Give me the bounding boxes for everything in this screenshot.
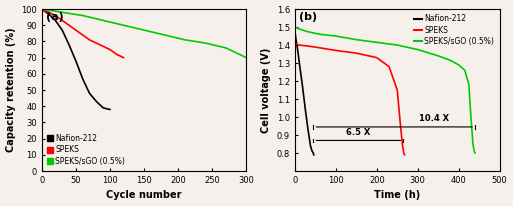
Text: 10.4 X: 10.4 X [419, 114, 449, 123]
Legend: Nafion-212, SPEKS, SPEKS/sGO (0.5%): Nafion-212, SPEKS, SPEKS/sGO (0.5%) [46, 133, 127, 167]
Legend: Nafion-212, SPEKS, SPEKS/sGO (0.5%): Nafion-212, SPEKS, SPEKS/sGO (0.5%) [413, 13, 496, 48]
X-axis label: Cycle number: Cycle number [106, 190, 182, 200]
Y-axis label: Capacity retention (%): Capacity retention (%) [6, 28, 15, 152]
Text: (b): (b) [299, 12, 317, 22]
Text: (a): (a) [46, 12, 64, 22]
X-axis label: Time (h): Time (h) [374, 190, 420, 200]
Text: 6.5 X: 6.5 X [346, 128, 370, 137]
Y-axis label: Cell voltage (V): Cell voltage (V) [261, 47, 271, 133]
